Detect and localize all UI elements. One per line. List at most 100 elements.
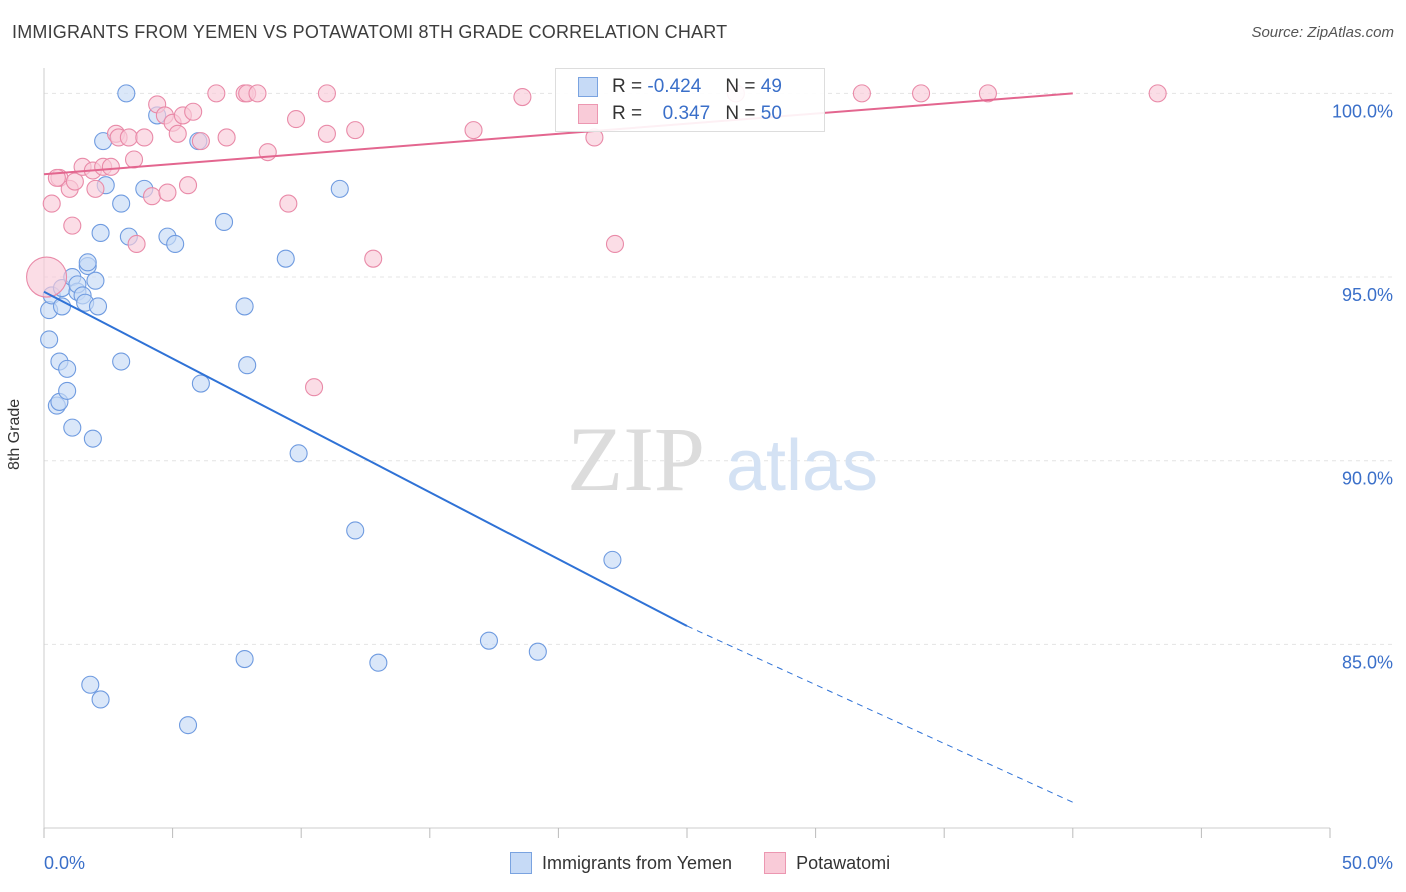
point-potawatomi-20 — [158, 183, 177, 202]
point-potawatomi-31 — [248, 84, 267, 103]
point-yemen-21 — [91, 223, 110, 243]
point-potawatomi-41 — [513, 88, 532, 107]
point-potawatomi-33 — [279, 194, 298, 213]
point-yemen-42 — [91, 690, 110, 709]
point-potawatomi-39 — [364, 249, 383, 268]
point-yemen-19 — [88, 297, 108, 316]
chart-title: IMMIGRANTS FROM YEMEN VS POTAWATOMI 8TH … — [12, 22, 728, 42]
legend-r-value-potawatomi: 0.347 — [662, 103, 711, 124]
legend-r-label: R = — [612, 103, 643, 124]
point-potawatomi-24 — [178, 176, 198, 195]
legend-label-yemen: Immigrants from Yemen — [542, 852, 733, 873]
legend-r-label: R = — [612, 76, 643, 97]
point-potawatomi-28 — [207, 84, 226, 103]
y-tick-label-3: 100.0% — [1332, 101, 1393, 121]
point-potawatomi-43 — [605, 234, 625, 254]
point-potawatomi-48 — [1148, 84, 1167, 103]
point-potawatomi-16 — [135, 128, 154, 147]
point-yemen-12 — [63, 418, 82, 437]
point-potawatomi-27 — [217, 128, 236, 147]
legend-row-yemen: R = -0.424 N = 49 — [578, 74, 782, 100]
point-potawatomi-45 — [852, 84, 871, 103]
point-yemen-48 — [603, 550, 622, 569]
trend-lines — [43, 92, 1074, 803]
point-yemen-41 — [81, 675, 100, 694]
point-potawatomi-15 — [127, 234, 146, 254]
point-potawatomi-25 — [184, 102, 203, 121]
legend-swatch-yemen-bottom — [510, 852, 532, 874]
point-yemen-34 — [214, 212, 234, 231]
point-yemen-40 — [346, 521, 365, 540]
legend-r-value-yemen: -0.424 — [647, 76, 702, 97]
point-yemen-25 — [112, 352, 131, 371]
point-yemen-44 — [235, 649, 254, 669]
legend-swatch-potawatomi-bottom — [764, 852, 787, 874]
point-potawatomi-10 — [101, 157, 120, 176]
trend-line-potawatomi — [43, 92, 1073, 176]
legend-row-potawatomi: R = 0.347 N = 50 — [578, 101, 782, 127]
data-points — [26, 84, 1167, 735]
source-label: Source: ZipAtlas.com — [1251, 24, 1394, 41]
point-yemen-31 — [166, 234, 185, 254]
point-potawatomi-1 — [42, 194, 61, 213]
point-potawatomi-47 — [978, 84, 997, 103]
legend-n-label: N = — [725, 76, 756, 97]
point-potawatomi-22 — [168, 124, 187, 143]
point-potawatomi-13 — [119, 128, 138, 147]
point-yemen-18 — [86, 271, 105, 290]
legend-label-potawatomi: Potawatomi — [796, 852, 891, 873]
point-potawatomi-0 — [26, 256, 68, 298]
point-potawatomi-36 — [317, 124, 336, 143]
point-potawatomi-32 — [258, 143, 277, 162]
legend-item-yemen[interactable]: Immigrants from Yemen — [510, 852, 732, 874]
point-yemen-43 — [178, 716, 198, 735]
point-yemen-37 — [276, 249, 295, 268]
point-potawatomi-35 — [305, 378, 324, 397]
point-potawatomi-40 — [464, 121, 483, 140]
point-yemen-46 — [479, 631, 499, 650]
legend-n-label: N = — [725, 103, 756, 124]
watermark-zip: ZIP — [567, 408, 705, 510]
point-potawatomi-14 — [124, 150, 144, 169]
x-tick-label-1: 50.0% — [1342, 853, 1393, 873]
point-yemen-8 — [58, 359, 77, 378]
point-potawatomi-5 — [65, 172, 84, 191]
point-yemen-39 — [330, 179, 349, 198]
y-tick-label-2: 95.0% — [1342, 285, 1393, 305]
point-potawatomi-34 — [287, 110, 306, 129]
point-yemen-47 — [528, 642, 547, 661]
legend-item-potawatomi[interactable]: Potawatomi — [764, 852, 890, 874]
point-yemen-17 — [78, 253, 97, 272]
x-tick-label-0: 0.0% — [44, 853, 85, 873]
watermark-atlas: atlas — [726, 426, 878, 506]
point-yemen-9 — [58, 381, 77, 400]
point-yemen-26 — [117, 84, 136, 103]
point-yemen-33 — [191, 374, 210, 393]
y-tick-label-0: 85.0% — [1342, 652, 1393, 672]
point-potawatomi-37 — [317, 84, 336, 103]
trend-line-yemen-extension — [686, 625, 1074, 803]
point-yemen-38 — [289, 444, 308, 463]
series-legend: Immigrants from Yemen Potawatomi — [510, 852, 922, 874]
point-yemen-45 — [369, 653, 388, 672]
legend-n-value-yemen: 49 — [760, 76, 782, 97]
point-yemen-36 — [238, 356, 257, 375]
legend-swatch-yemen — [578, 77, 598, 97]
point-potawatomi-46 — [912, 84, 931, 103]
point-potawatomi-4 — [63, 216, 82, 235]
point-potawatomi-26 — [191, 132, 210, 151]
point-potawatomi-17 — [142, 187, 162, 206]
y-tick-label-1: 90.0% — [1342, 469, 1393, 489]
trend-line-yemen — [43, 290, 688, 627]
point-yemen-20 — [83, 429, 102, 448]
tick-labels: 85.0% 90.0% 95.0% 100.0% 0.0% 50.0% — [44, 101, 1393, 873]
point-potawatomi-8 — [86, 179, 105, 198]
point-potawatomi-38 — [346, 121, 365, 140]
point-yemen-35 — [235, 297, 254, 316]
legend-n-value-potawatomi: 50 — [760, 103, 782, 124]
legend-swatch-potawatomi — [578, 104, 598, 124]
axes — [43, 68, 1331, 838]
point-yemen-1 — [40, 330, 59, 349]
correlation-legend: R = -0.424 N = 49 R = 0.347 N = 50 — [555, 68, 825, 132]
